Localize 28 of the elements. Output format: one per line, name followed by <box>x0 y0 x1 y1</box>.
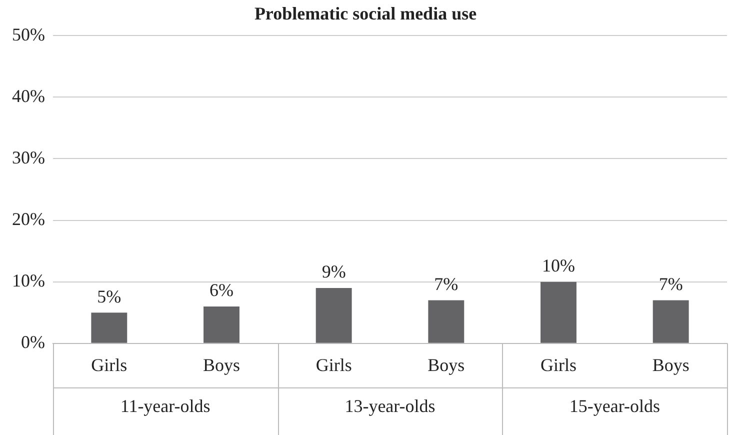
y-tick-label: 20% <box>12 209 45 230</box>
data-label: 7% <box>658 274 683 294</box>
data-label: 5% <box>97 286 122 306</box>
data-label: 6% <box>209 280 234 300</box>
data-label: 9% <box>322 262 346 282</box>
x-tick-label: Girls <box>316 354 352 375</box>
bar <box>91 312 128 343</box>
x-tick-label: Boys <box>202 354 240 375</box>
x-tick-label: Girls <box>540 354 576 375</box>
bar <box>540 282 576 343</box>
bar <box>316 288 352 343</box>
x-tick-label: Boys <box>652 354 690 375</box>
y-tick-label: 10% <box>12 270 45 291</box>
text: 15-year-olds <box>569 396 660 416</box>
y-tick-label: 40% <box>12 86 45 106</box>
chart-title: Problematic social media use <box>254 3 477 24</box>
data-label: 10% <box>542 256 575 276</box>
bar <box>652 300 689 343</box>
text: 13-year-olds <box>344 396 436 416</box>
x-tick-label: Girls <box>91 354 128 375</box>
y-tick-label: 0% <box>20 332 45 352</box>
data-label: 7% <box>434 274 458 294</box>
text: 11-year-olds <box>120 396 210 416</box>
y-tick-label: 50% <box>12 24 45 44</box>
x-tick-label: Boys <box>428 354 465 375</box>
bar <box>204 306 240 343</box>
y-tick-label: 30% <box>12 147 45 168</box>
bar <box>428 300 464 343</box>
